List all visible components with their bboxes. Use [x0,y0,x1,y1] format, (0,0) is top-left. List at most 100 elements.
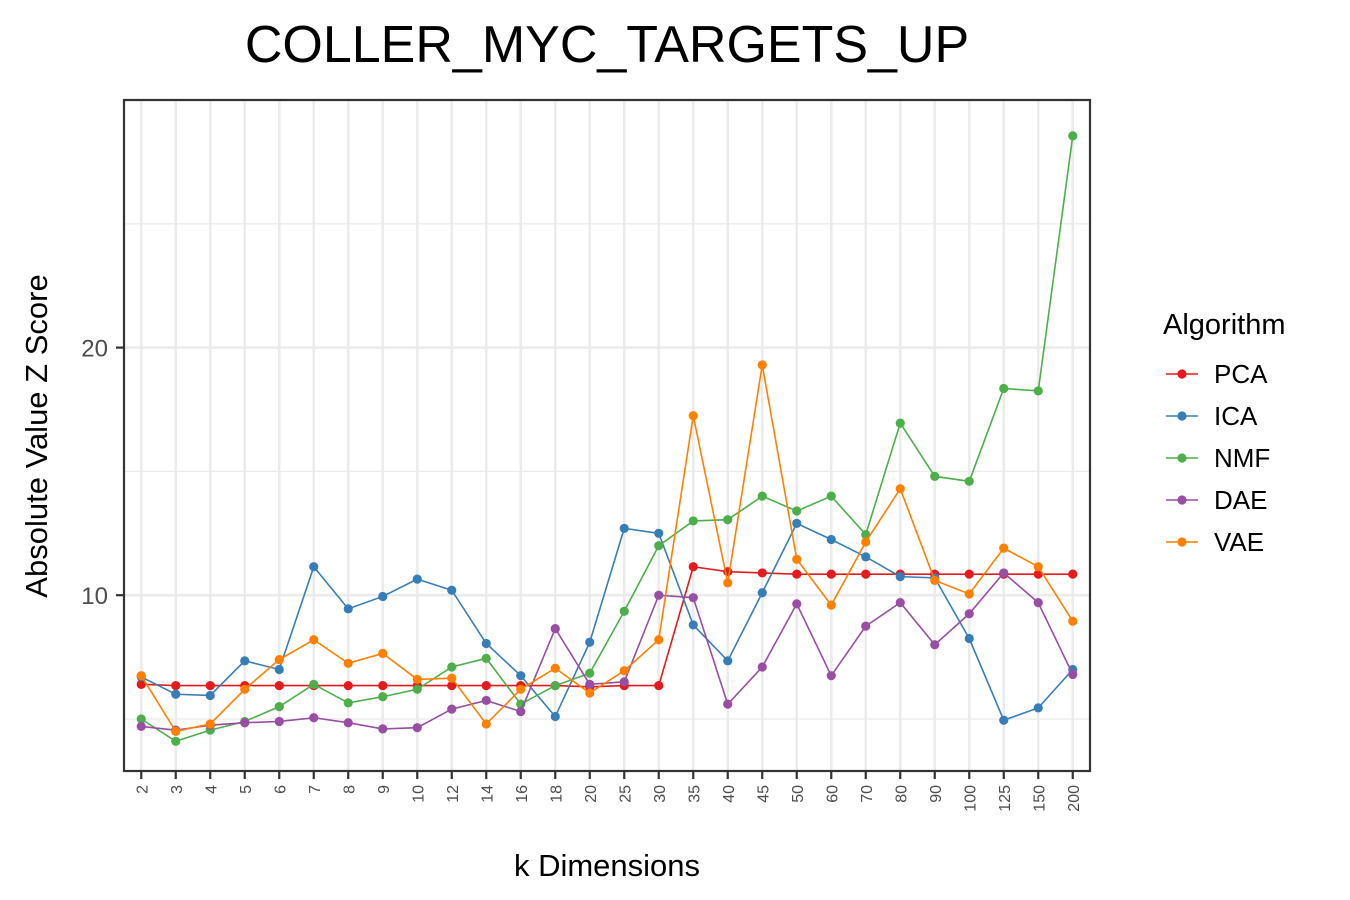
x-tick-label: 9 [376,785,393,794]
data-point-nmf [550,680,560,691]
data-point-vae [205,719,215,729]
data-point-vae [343,658,353,668]
data-point-dae [343,718,353,728]
data-point-pca [964,569,974,579]
x-tick-label: 3 [169,785,186,794]
legend-key-point [1177,537,1187,547]
x-tick-label: 70 [859,785,876,803]
data-point-vae [1033,562,1043,572]
data-point-ica [964,633,974,644]
data-point-vae [999,543,1009,553]
data-point-pca [757,568,767,578]
data-point-nmf [723,515,733,525]
data-point-nmf [757,491,767,501]
legend-title: Algorithm [1163,309,1286,341]
legend-item-vae: VAE [1166,527,1264,557]
x-tick-label: 18 [548,785,565,803]
x-tick-label: 25 [617,785,634,803]
data-point-dae [757,662,767,672]
data-point-vae [1068,616,1078,626]
data-point-nmf [274,702,284,712]
data-point-ica [757,588,767,598]
x-tick-label: 40 [721,785,738,803]
data-point-pca [1033,569,1043,579]
data-point-dae [964,609,974,619]
data-point-ica [309,562,319,572]
data-point-ica [654,528,664,538]
x-tick-label: 8 [341,785,358,794]
y-tick-label: 10 [81,583,108,610]
legend-key-point [1177,453,1187,463]
legend-label: PCA [1214,359,1268,389]
chart-title: COLLER_MYC_TARGETS_UP [245,16,969,74]
data-point-nmf [930,471,940,481]
data-point-ica [792,518,802,528]
data-point-ica [343,604,353,614]
x-tick-label: 20 [583,785,600,803]
data-point-vae [861,537,871,547]
data-point-vae [136,671,146,681]
legend-label: DAE [1214,485,1267,515]
data-point-vae [688,411,698,421]
x-tick-label: 45 [755,785,772,803]
data-point-vae [930,575,940,585]
data-point-ica [171,689,181,699]
data-point-nmf [1068,131,1078,141]
data-point-vae [447,673,457,683]
data-point-pca [861,569,871,579]
data-point-dae [861,621,871,631]
x-tick-label: 80 [893,785,910,803]
legend-item-nmf: NMF [1166,443,1270,473]
data-point-pca [136,679,146,689]
legend-item-ica: ICA [1166,401,1258,431]
data-point-dae [309,713,319,723]
plot-border [122,98,1092,773]
data-point-pca [171,680,181,691]
data-point-dae [378,724,388,734]
x-tick-label: 16 [514,785,531,803]
data-point-nmf [412,684,422,694]
data-point-dae [792,599,802,609]
plot-background [124,100,1090,771]
series-dae [136,568,1078,735]
data-point-nmf [585,668,595,678]
data-point-pca [447,680,457,691]
x-tick-label: 125 [997,785,1014,812]
data-point-nmf [619,606,629,616]
series-line-dae [141,571,1074,731]
data-point-dae [619,677,629,687]
data-point-nmf [481,653,491,663]
data-point-nmf [447,662,457,672]
x-tick-label: 4 [203,785,220,794]
data-point-vae [964,589,974,599]
x-tick-label: 35 [686,785,703,803]
series-vae [136,360,1078,736]
x-tick-label: 30 [652,785,669,803]
data-point-nmf [343,698,353,708]
data-point-vae [516,684,526,694]
data-point-dae [1068,669,1078,680]
x-tick-label: 100 [962,785,979,812]
data-point-pca [654,680,664,691]
data-point-ica [274,664,284,675]
x-tick-label: 14 [479,785,496,803]
x-tick-label: 5 [238,785,255,794]
y-axis-title: Absolute Value Z Score [19,274,54,597]
data-point-vae [895,484,905,494]
data-point-nmf [654,541,664,551]
x-axis: 2 3 4 5 6 7 8 9 10 12 14 16 18 20 25 30 35 40 45 50 60 70 80 90… [134,771,1083,812]
data-point-ica [861,552,871,562]
data-point-dae [136,721,146,732]
x-axis-title: k Dimensions [514,848,700,883]
data-point-nmf [688,516,698,526]
data-point-dae [240,718,250,728]
data-point-pca [1068,569,1078,579]
data-point-pca [481,680,491,691]
data-point-nmf [1033,386,1043,396]
x-tick-label: 10 [410,785,427,803]
data-point-dae [723,699,733,709]
data-point-vae [654,635,664,645]
data-point-ica [1033,703,1043,713]
data-point-dae [585,679,595,689]
